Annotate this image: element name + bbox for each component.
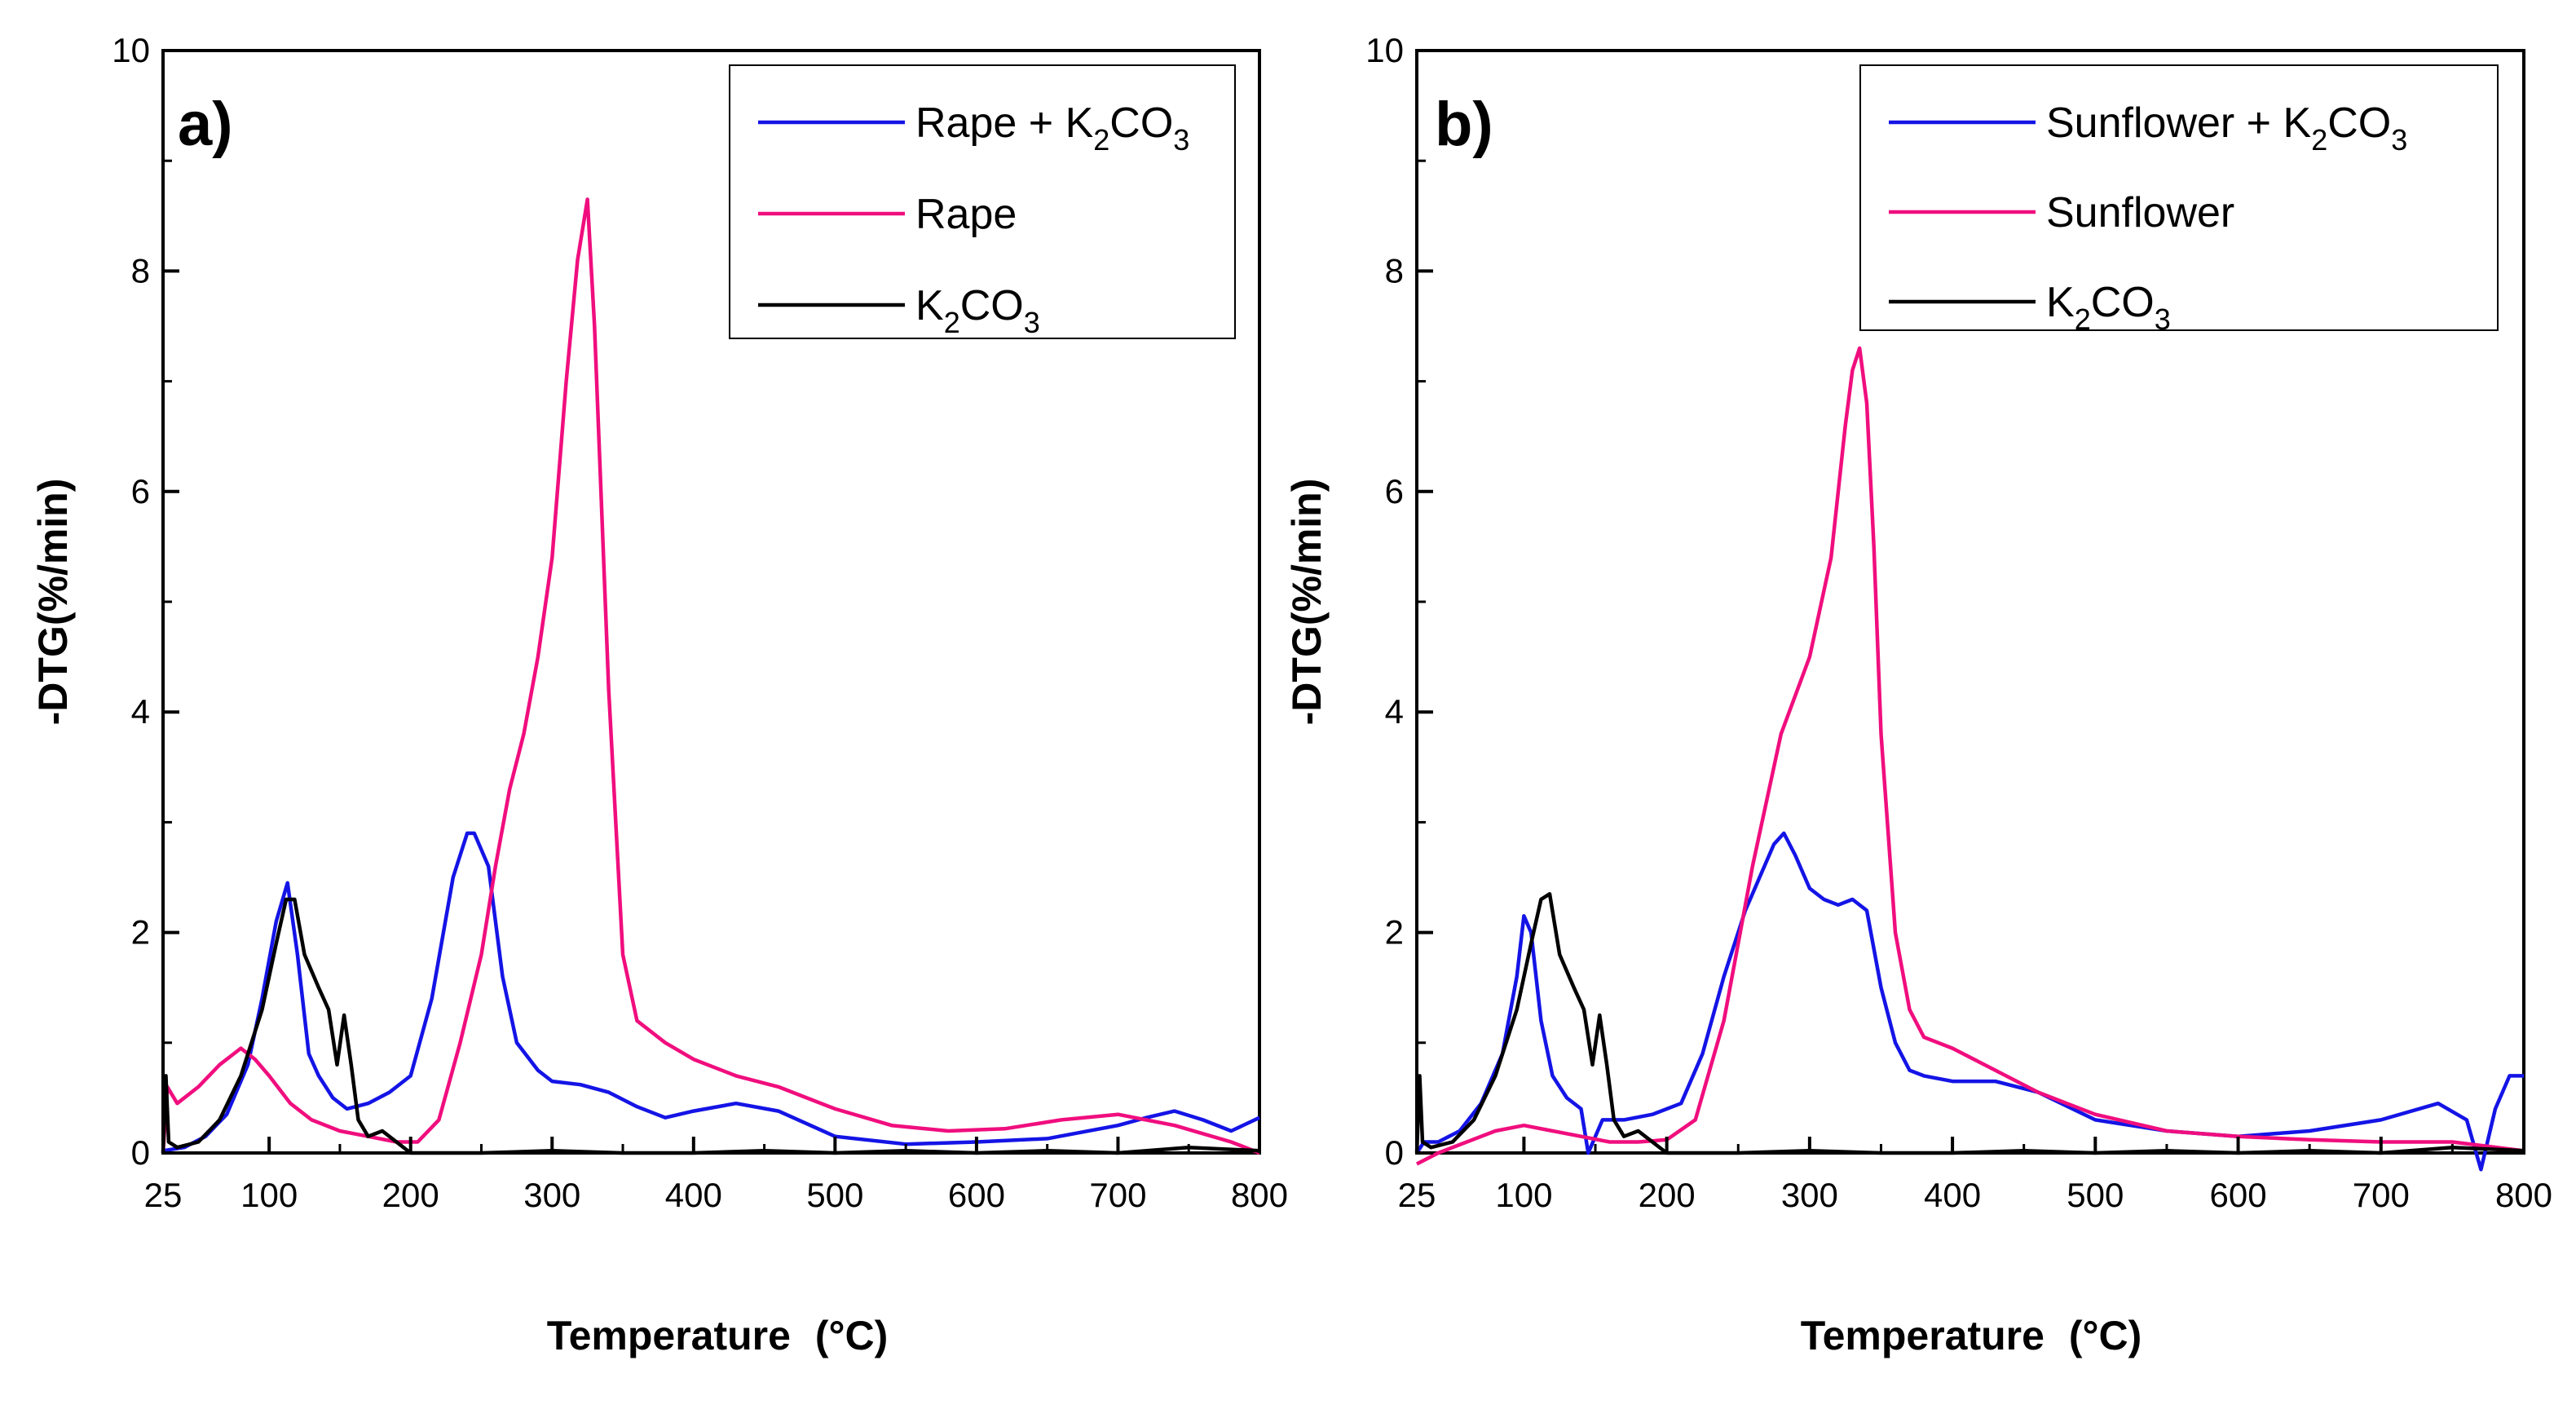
series-group-a — [161, 197, 1260, 1155]
y-tick-label-a-10: 10 — [112, 31, 150, 69]
y-tick-label-b-0: 0 — [1385, 1133, 1404, 1172]
y-tick-label-b-10: 10 — [1365, 31, 1404, 69]
series-line-b-1 — [1415, 346, 2525, 1166]
legend-b: Sunflower + K2CO3 Sunflower K2CO3 — [1859, 64, 2499, 336]
x-tick-label-a-800: 800 — [1231, 1176, 1288, 1214]
x-tick-label-a-600: 600 — [948, 1176, 1005, 1214]
x-axis-label-a: Temperature — [547, 1313, 791, 1358]
panel-label-b: b) — [1435, 90, 1493, 159]
chart-panel-a: 0 2 4 6 8 10 25 100 200 300 400 500 600 700 800 a) Rap… — [30, 31, 1288, 1358]
y-tick-label-b-2: 2 — [1385, 913, 1404, 952]
x-tick-label-b-800: 800 — [2495, 1176, 2552, 1214]
x-tick-label-b-400: 400 — [1924, 1176, 1981, 1214]
x-tick-label-a-25: 25 — [144, 1176, 183, 1214]
y-tick-label-b-8: 8 — [1385, 251, 1404, 289]
x-tick-label-b-300: 300 — [1781, 1176, 1838, 1214]
x-axis-title-b: Temperature (°C) — [1801, 1313, 2142, 1358]
axis-ticks-b: 0 2 4 6 8 10 25 100 200 300 400 500 600 700 800 — [1365, 31, 2552, 1214]
x-tick-label-b-600: 600 — [2210, 1176, 2267, 1214]
x-axis-unit-b: (°C) — [2069, 1313, 2142, 1358]
series-group-b — [1414, 346, 2525, 1172]
x-tick-label-b-200: 200 — [1639, 1176, 1696, 1214]
x-tick-label-a-100: 100 — [240, 1176, 298, 1214]
y-axis-title-b: -DTG(%/min) — [1284, 479, 1330, 726]
series-line-a-1 — [161, 197, 1260, 1155]
y-tick-label-b-4: 4 — [1385, 692, 1404, 731]
legend-a: Rape + K2CO3 Rape K2CO3 — [729, 64, 1236, 339]
series-line-b-0 — [1415, 831, 2524, 1172]
y-tick-label-a-6: 6 — [131, 472, 150, 510]
y-tick-label-a-8: 8 — [131, 251, 150, 289]
legend-label-a-1: Rape — [915, 191, 1017, 238]
series-line-a-2 — [161, 897, 1260, 1155]
x-axis-unit-a: (°C) — [815, 1313, 888, 1358]
y-axis-title-a: -DTG(%/min) — [30, 479, 76, 726]
legend-label-b-1: Sunflower — [2046, 189, 2234, 236]
x-tick-label-b-25: 25 — [1398, 1176, 1436, 1214]
x-tick-label-a-200: 200 — [382, 1176, 439, 1214]
series-line-b-2 — [1414, 892, 2525, 1155]
x-tick-label-b-500: 500 — [2067, 1176, 2124, 1214]
x-tick-label-b-100: 100 — [1495, 1176, 1552, 1214]
panel-label-a: a) — [178, 90, 233, 159]
legend-box-b — [1859, 64, 2499, 331]
chart-panel-b: 0 2 4 6 8 10 25 100 200 300 400 500 600 700 800 b) Sun… — [1284, 31, 2552, 1358]
x-tick-label-a-700: 700 — [1089, 1176, 1146, 1214]
x-tick-label-a-300: 300 — [523, 1176, 580, 1214]
axis-ticks-a: 0 2 4 6 8 10 25 100 200 300 400 500 600 700 800 — [112, 31, 1288, 1214]
series-line-a-0 — [162, 831, 1260, 1153]
y-tick-label-a-4: 4 — [131, 692, 150, 731]
x-tick-label-a-500: 500 — [806, 1176, 863, 1214]
y-tick-label-b-6: 6 — [1385, 472, 1404, 510]
legend-box-a — [729, 64, 1236, 339]
y-tick-label-a-0: 0 — [131, 1133, 150, 1172]
x-tick-label-a-400: 400 — [665, 1176, 722, 1214]
legend-label-a-0: Rape + K2CO3 — [915, 99, 1189, 157]
x-axis-title-a: Temperature (°C) — [547, 1313, 888, 1358]
legend-label-a-2: K2CO3 — [915, 282, 1040, 339]
legend-label-b-0: Sunflower + K2CO3 — [2046, 99, 2407, 157]
y-tick-label-a-2: 2 — [131, 913, 150, 952]
legend-label-b-2: K2CO3 — [2046, 279, 2171, 336]
x-axis-label-b: Temperature — [1801, 1313, 2044, 1358]
x-tick-label-b-700: 700 — [2353, 1176, 2410, 1214]
